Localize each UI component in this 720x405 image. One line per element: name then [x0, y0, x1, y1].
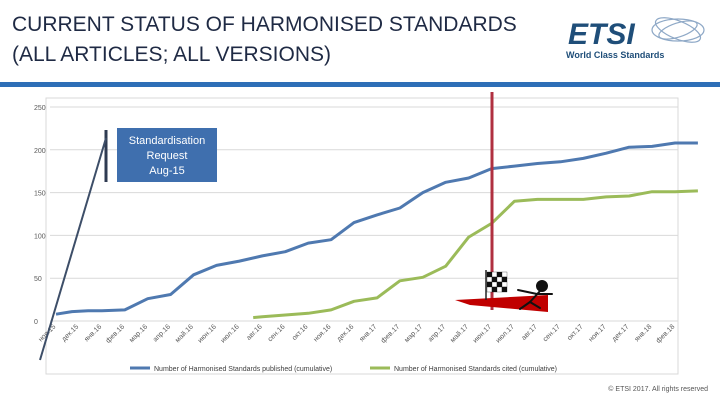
x-tick-label: июн.17 — [472, 323, 493, 344]
legend-label: Number of Harmonised Standards cited (cu… — [394, 366, 557, 373]
etsi-logo-subtext: World Class Standards — [566, 50, 665, 60]
chart-border — [45, 97, 679, 375]
copyright-footer: © ETSI 2017. All rights reserved — [608, 386, 708, 393]
x-tick-label: авг.17 — [520, 323, 538, 341]
runner-icon — [517, 280, 553, 310]
etsi-logo-swoosh — [651, 17, 705, 43]
checkered-flag-icon — [485, 270, 508, 300]
x-tick-label: май.16 — [174, 323, 196, 345]
flag-square — [501, 286, 508, 293]
flag-square — [491, 276, 498, 283]
flag-square — [496, 281, 503, 288]
x-tick-label: янв.16 — [83, 323, 103, 343]
runner-leg-left — [519, 301, 531, 310]
series-line-2 — [253, 189, 698, 320]
flag-square — [496, 286, 503, 293]
x-tick-label: фев.18 — [655, 323, 676, 344]
standards-chart: 0 50 100 150 200 250 ноя.15дек.15янв.16фев.16… — [34, 92, 698, 375]
flag-square — [496, 271, 503, 278]
runner-head — [536, 280, 548, 292]
annotation-text: Request — [147, 150, 188, 162]
etsi-logo: ETSI — [568, 17, 705, 51]
flag-square — [491, 271, 498, 278]
runner-arm-left — [517, 289, 538, 295]
x-tick-label: мар.17 — [403, 323, 424, 344]
flag-square — [501, 276, 508, 283]
finish-shadow — [455, 295, 548, 312]
flag-square — [491, 286, 498, 293]
y-tick-label: 0 — [34, 319, 38, 326]
x-tick-label: янв.18 — [634, 323, 654, 343]
x-tick-label: фев.16 — [105, 323, 126, 344]
slide-title: CURRENT STATUS OF HARMONISED STANDARDS (… — [12, 10, 517, 70]
annotation-text: Standardisation — [129, 135, 205, 147]
chart-y-ticks: 0 50 100 150 200 250 — [34, 105, 46, 326]
flag-square — [486, 271, 493, 278]
x-tick-label: июл.17 — [495, 323, 516, 344]
x-tick-label: ноя.17 — [588, 323, 608, 343]
flag-square — [486, 276, 493, 283]
x-tick-label: май.17 — [449, 323, 471, 345]
x-tick-label: янв.17 — [359, 323, 379, 343]
header-band — [0, 82, 720, 87]
x-tick-label: апр.17 — [427, 323, 447, 343]
chart-x-ticks: ноя.15дек.15янв.16фев.16мар.16апр.16май.… — [37, 323, 676, 345]
x-tick-label: июл.16 — [220, 323, 241, 344]
etsi-logo-text: ETSI — [568, 18, 635, 51]
annotation-leader-line — [39, 137, 107, 361]
x-tick-label: дек.15 — [61, 323, 81, 343]
y-tick-label: 250 — [34, 105, 46, 112]
x-tick-label: мар.16 — [128, 323, 149, 344]
slide-title-line1: CURRENT STATUS OF HARMONISED STANDARDS — [12, 13, 517, 36]
x-tick-label: дек.16 — [336, 323, 356, 343]
flag-square — [486, 281, 493, 288]
series-line-1 — [55, 141, 698, 316]
x-tick-label: окт.17 — [566, 323, 585, 342]
flag-square — [501, 271, 508, 278]
x-tick-label: дек.17 — [611, 323, 631, 343]
annotation-box — [117, 128, 217, 182]
runner-body — [529, 290, 541, 303]
slide-title-line2: (ALL ARTICLES; ALL VERSIONS) — [12, 43, 332, 66]
x-tick-label: авг.16 — [245, 323, 263, 341]
y-tick-label: 50 — [34, 276, 42, 283]
x-tick-label: июн.16 — [197, 323, 218, 344]
runner-leg-right — [529, 301, 541, 309]
y-tick-label: 200 — [34, 148, 46, 155]
x-tick-label: сен.16 — [267, 323, 287, 343]
annotation-text: Aug-15 — [149, 165, 184, 177]
y-tick-label: 150 — [34, 191, 46, 198]
chart-series — [55, 141, 698, 320]
x-tick-label: окт.16 — [291, 323, 310, 342]
x-tick-label: фев.17 — [380, 323, 401, 344]
y-tick-label: 100 — [34, 233, 46, 240]
chart-legend: Number of Harmonised Standards published… — [130, 366, 557, 373]
flag-square — [491, 281, 498, 288]
flag-square — [486, 286, 493, 293]
legend-label: Number of Harmonised Standards published… — [154, 366, 332, 373]
chart-overlay: Standardisation Request Aug-15 — [39, 92, 553, 361]
x-tick-label: ноя.16 — [313, 323, 333, 343]
flag-square — [501, 281, 508, 288]
x-tick-label: сен.17 — [542, 323, 562, 343]
x-tick-label: апр.16 — [152, 323, 172, 343]
flag-square — [496, 276, 503, 283]
